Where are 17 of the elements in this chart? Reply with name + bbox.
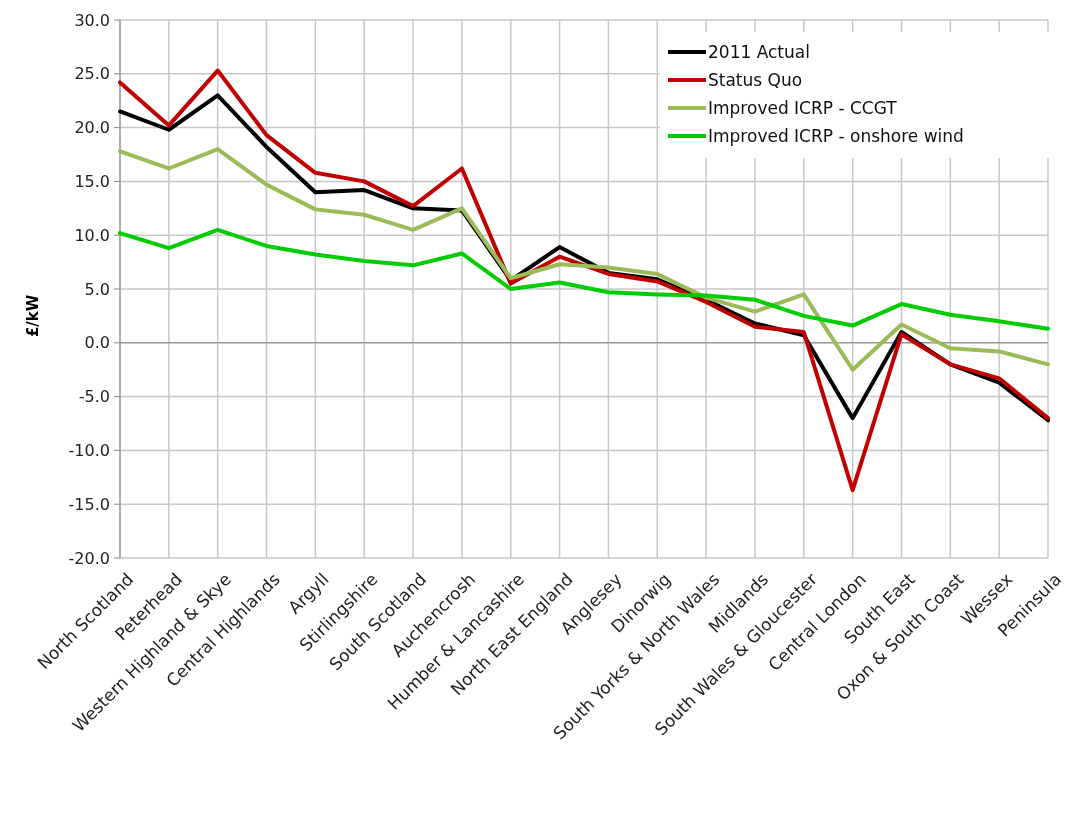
y-tick-label: -5.0 (78, 387, 110, 407)
legend-label: Status Quo (708, 69, 803, 90)
line-series (118, 227, 1050, 331)
y-tick-label: 5.0 (84, 279, 110, 299)
y-tick-label: 0.0 (84, 333, 110, 353)
y-tick-label: 30.0 (74, 10, 110, 30)
legend-label: 2011 Actual (708, 41, 810, 62)
legend-label: Improved ICRP - CCGT (708, 97, 898, 118)
legend-label: Improved ICRP - onshore wind (708, 125, 964, 146)
y-tick-label: 20.0 (74, 118, 110, 138)
y-tick-label: 25.0 (74, 64, 110, 84)
y-tick-label: -10.0 (68, 441, 110, 460)
y-axis-title: £/kW (24, 294, 42, 338)
y-tick-label: -15.0 (68, 494, 110, 514)
y-tick-label: 15.0 (74, 172, 110, 191)
y-tick-label: -20.0 (68, 548, 110, 568)
y-tick-label: 10.0 (74, 225, 110, 245)
